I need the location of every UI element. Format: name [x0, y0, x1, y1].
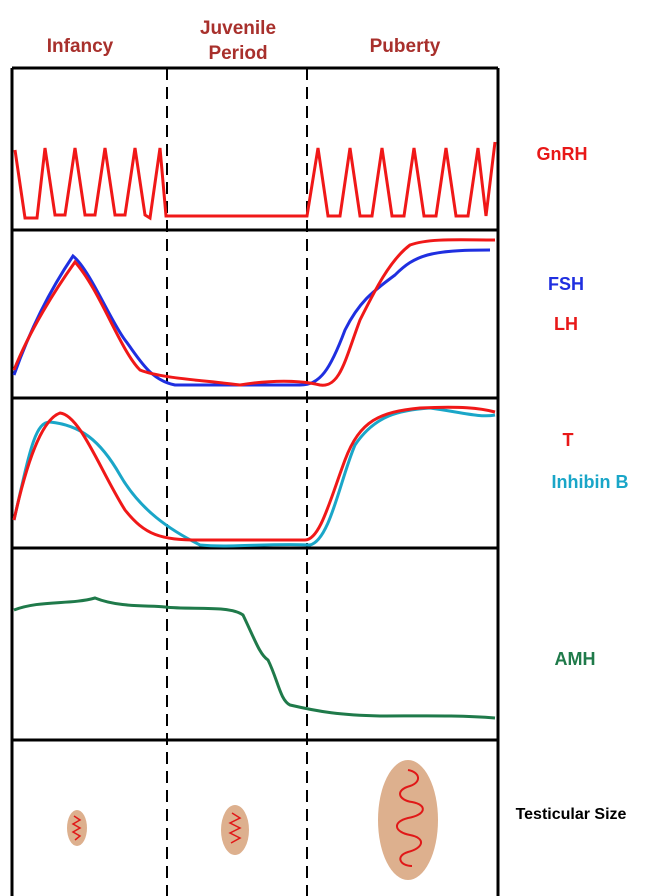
gnrh-curve — [13, 141, 497, 221]
period-divider — [166, 68, 308, 896]
row-label: AMH — [555, 649, 596, 669]
amh-curve — [13, 596, 496, 720]
column-header: Puberty — [370, 36, 441, 57]
row-label: LH — [554, 314, 578, 334]
inhibin-curve — [12, 406, 496, 548]
column-header: Infancy — [47, 36, 114, 57]
row-label: Inhibin B — [552, 472, 629, 492]
t-curve — [12, 405, 496, 542]
column-header: Juvenile — [200, 18, 276, 39]
lh-curve — [12, 238, 496, 387]
testis — [221, 805, 249, 855]
row-label: FSH — [548, 274, 584, 294]
row-label: Testicular Size — [516, 806, 627, 823]
frame — [10, 66, 500, 896]
testis — [67, 810, 87, 846]
fsh-curve — [12, 248, 491, 387]
column-header: Period — [208, 43, 267, 64]
testis — [378, 760, 438, 880]
row-label: GnRH — [537, 144, 588, 164]
row-label: T — [563, 430, 574, 450]
